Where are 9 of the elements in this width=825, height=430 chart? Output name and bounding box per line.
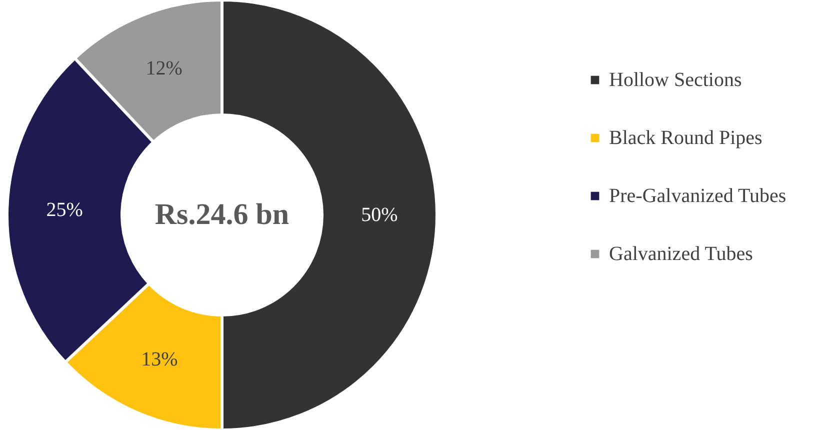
data-label: 25% [46, 199, 83, 222]
data-label: 12% [146, 58, 182, 80]
text: Rs.24.6 bn [154, 198, 290, 231]
legend-label: Galvanized Tubes [609, 243, 754, 265]
legend-label: Pre-Galvanized Tubes [609, 185, 786, 207]
legend-label: Hollow Sections [609, 69, 742, 91]
data-label: 50% [361, 204, 398, 226]
legend-label: Black Round Pipes [609, 127, 763, 149]
data-label: 13% [141, 348, 178, 371]
